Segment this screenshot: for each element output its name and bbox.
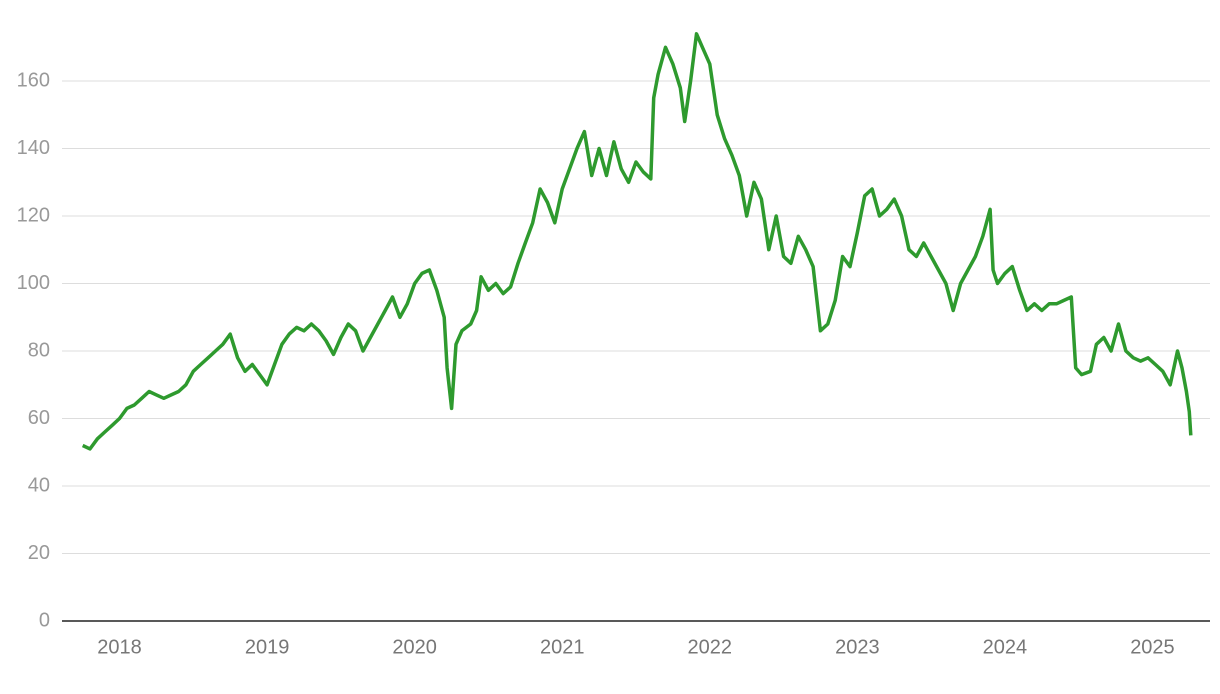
x-tick-label: 2023: [835, 636, 880, 658]
y-tick-label: 160: [17, 69, 50, 91]
x-tick-label: 2020: [392, 636, 437, 658]
price-line: [81, 32, 1193, 451]
y-tick-label: 120: [17, 204, 50, 226]
y-tick-label: 20: [28, 542, 50, 564]
x-tick-label: 2021: [540, 636, 585, 658]
y-tick-label: 40: [28, 474, 50, 496]
x-tick-label: 2025: [1130, 636, 1175, 658]
y-tick-label: 0: [39, 609, 50, 631]
y-tick-label: 60: [28, 407, 50, 429]
x-tick-label: 2018: [97, 636, 142, 658]
y-tick-label: 140: [17, 137, 50, 159]
x-tick-label: 2019: [245, 636, 290, 658]
x-tick-label: 2024: [983, 636, 1028, 658]
x-tick-label: 2022: [688, 636, 733, 658]
y-tick-label: 100: [17, 272, 50, 294]
y-tick-label: 80: [28, 339, 50, 361]
